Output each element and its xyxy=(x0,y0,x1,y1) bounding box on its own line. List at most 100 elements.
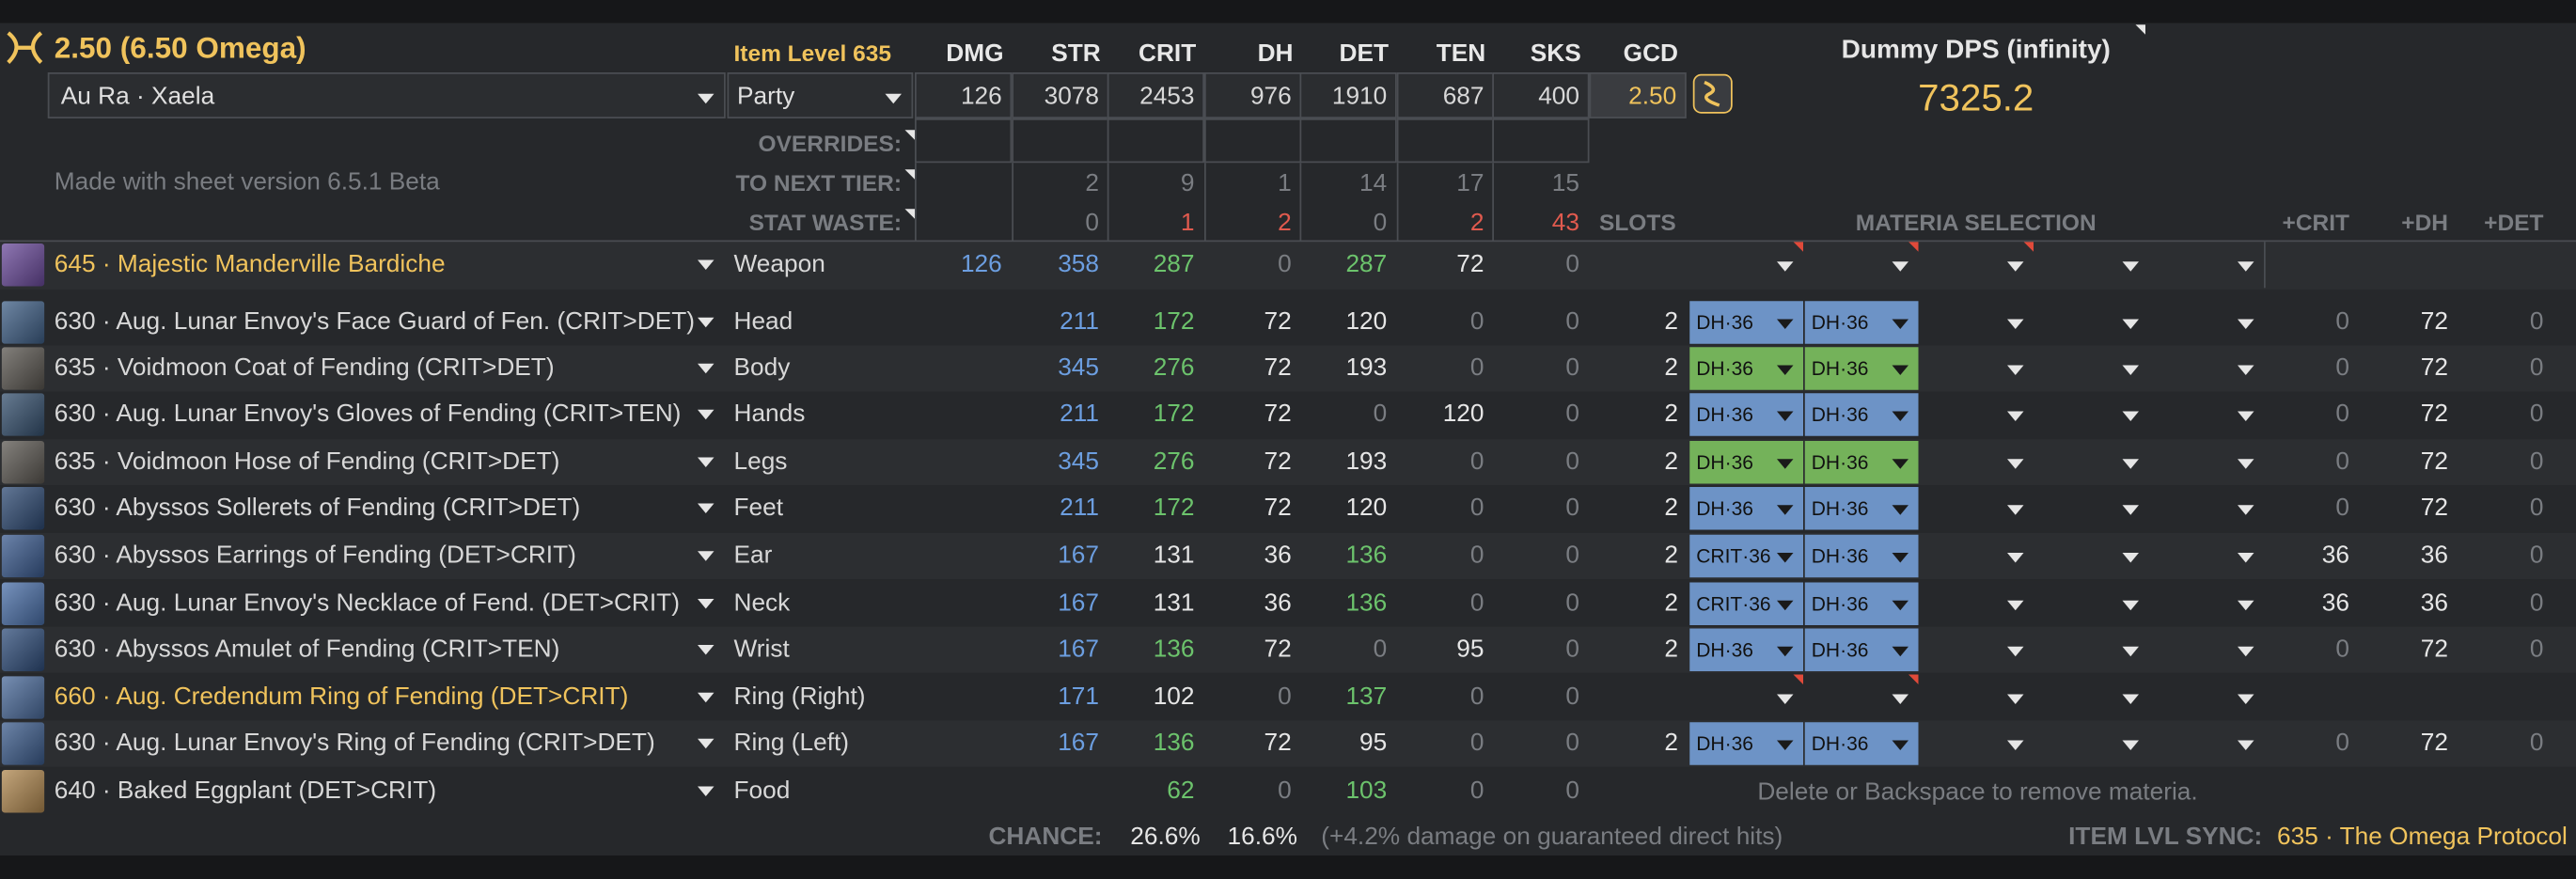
gear-select-dropdown[interactable] xyxy=(625,346,728,392)
materia-select-empty[interactable] xyxy=(2035,393,2149,436)
gear-icon xyxy=(1,582,45,625)
materia-select-empty[interactable] xyxy=(2035,722,2149,765)
party-select[interactable]: Party xyxy=(727,72,914,118)
materia-select-empty[interactable] xyxy=(2150,441,2264,484)
materia-value: DH·36 xyxy=(1811,496,1869,521)
materia-select-empty[interactable] xyxy=(1689,676,1803,719)
gear-select-dropdown[interactable] xyxy=(625,439,728,485)
materia-select-empty[interactable] xyxy=(1920,722,2034,765)
materia-select-empty[interactable] xyxy=(2035,535,2149,578)
materia-select[interactable]: DH·36 xyxy=(1804,534,1919,578)
stat-sks: 0 xyxy=(1565,729,1579,757)
gear-select-dropdown[interactable] xyxy=(625,242,728,288)
materia-select[interactable]: DH·36 xyxy=(1689,487,1803,530)
chevron-down-icon xyxy=(698,645,715,655)
chevron-down-icon xyxy=(1777,365,1794,375)
materia-select-empty[interactable] xyxy=(2150,722,2264,765)
gear-select-dropdown[interactable] xyxy=(625,392,728,438)
materia-select-empty[interactable] xyxy=(1920,393,2034,436)
stat-det: 137 xyxy=(1345,683,1388,711)
gear-select-dropdown[interactable] xyxy=(625,721,728,767)
chevron-down-icon xyxy=(2007,319,2024,329)
materia-select-empty[interactable] xyxy=(2150,347,2264,390)
materia-select-empty[interactable] xyxy=(2150,393,2264,436)
gear-row: 640 · Baked Eggplant (DET>CRIT) Food 62 0 10… xyxy=(0,768,2576,815)
materia-select-empty[interactable] xyxy=(2035,441,2149,484)
materia-select-empty[interactable] xyxy=(2035,676,2149,719)
materia-select-empty[interactable] xyxy=(2035,243,2149,287)
materia-select[interactable]: DH·36 xyxy=(1689,347,1803,390)
override-input-sks[interactable] xyxy=(1492,118,1590,164)
materia-select-empty[interactable] xyxy=(1920,676,2034,719)
chevron-down-icon xyxy=(1892,411,1908,421)
to-next-tier-value: 14 xyxy=(1359,169,1388,197)
materia-select-empty[interactable] xyxy=(2035,301,2149,344)
materia-select[interactable]: DH·36 xyxy=(1689,301,1803,344)
note-marker xyxy=(904,209,915,219)
materia-select[interactable]: DH·36 xyxy=(1689,441,1803,484)
materia-select-empty[interactable] xyxy=(1920,301,2034,344)
materia-select-empty[interactable] xyxy=(1920,583,2034,626)
gear-select-dropdown[interactable] xyxy=(625,300,728,346)
gear-name: 630 · Aug. Lunar Envoy's Necklace of Fen… xyxy=(54,589,680,618)
materia-select[interactable]: DH·36 xyxy=(1804,301,1919,344)
materia-select-empty[interactable] xyxy=(2150,535,2264,578)
materia-select[interactable]: DH·36 xyxy=(1804,441,1919,484)
materia-select[interactable]: DH·36 xyxy=(1804,628,1919,671)
gcd-toggle-icon[interactable] xyxy=(1692,73,1733,114)
materia-select-empty[interactable] xyxy=(1805,676,1919,719)
materia-select-empty[interactable] xyxy=(2150,629,2264,672)
materia-slot-count: 2 xyxy=(1664,589,1678,618)
materia-select-empty[interactable] xyxy=(1920,347,2034,390)
materia-select[interactable]: DH·36 xyxy=(1804,582,1919,625)
materia-select-empty[interactable] xyxy=(2150,676,2264,719)
gear-select-dropdown[interactable] xyxy=(625,533,728,579)
override-input-dmg[interactable] xyxy=(915,118,1013,164)
gear-select-dropdown[interactable] xyxy=(625,675,728,721)
materia-select[interactable]: CRIT·36 xyxy=(1689,582,1803,625)
materia-select[interactable]: DH·36 xyxy=(1804,347,1919,390)
divider xyxy=(1299,118,1302,241)
materia-select-empty[interactable] xyxy=(2150,583,2264,626)
materia-select-empty[interactable] xyxy=(2035,347,2149,390)
materia-select-empty[interactable] xyxy=(1920,629,2034,672)
materia-select[interactable]: DH·36 xyxy=(1689,393,1803,436)
materia-select-empty[interactable] xyxy=(2035,583,2149,626)
gear-select-dropdown[interactable] xyxy=(625,627,728,673)
override-input-crit[interactable] xyxy=(1107,118,1204,164)
materia-select-empty[interactable] xyxy=(1920,535,2034,578)
materia-select-empty[interactable] xyxy=(1920,441,2034,484)
materia-select-empty[interactable] xyxy=(2035,487,2149,530)
materia-select-empty[interactable] xyxy=(1689,243,1803,287)
materia-select-empty[interactable] xyxy=(2150,301,2264,344)
gear-select-dropdown[interactable] xyxy=(625,485,728,531)
override-input-str[interactable] xyxy=(1012,118,1109,164)
total-gcd[interactable]: 2.50 xyxy=(1589,72,1687,118)
override-input-ten[interactable] xyxy=(1396,118,1494,164)
materia-select-empty[interactable] xyxy=(2150,243,2264,287)
chevron-down-icon xyxy=(1777,411,1794,421)
gear-icon xyxy=(1,347,45,390)
materia-select-empty[interactable] xyxy=(2150,487,2264,530)
materia-select[interactable]: DH·36 xyxy=(1804,487,1919,530)
materia-select-empty[interactable] xyxy=(1920,487,2034,530)
materia-select[interactable]: DH·36 xyxy=(1689,722,1803,765)
materia-bonus-dh: 72 xyxy=(2420,400,2448,428)
materia-select-empty[interactable] xyxy=(2035,629,2149,672)
gear-select-dropdown[interactable] xyxy=(625,768,728,814)
materia-select[interactable]: DH·36 xyxy=(1804,722,1919,765)
override-input-dh[interactable] xyxy=(1204,118,1302,164)
gear-icon xyxy=(1,628,45,671)
materia-select[interactable]: DH·36 xyxy=(1804,393,1919,436)
materia-select-empty[interactable] xyxy=(1805,243,1919,287)
materia-select[interactable]: DH·36 xyxy=(1689,628,1803,671)
materia-select[interactable]: CRIT·36 xyxy=(1689,534,1803,578)
chevron-down-icon xyxy=(2122,319,2139,329)
gear-select-dropdown[interactable] xyxy=(625,581,728,627)
override-input-det[interactable] xyxy=(1299,118,1397,164)
total-crit: 2453 xyxy=(1107,72,1204,118)
materia-select-empty[interactable] xyxy=(1920,243,2034,287)
overrides-label: OVERRIDES: xyxy=(758,130,902,157)
stat-sks: 0 xyxy=(1565,589,1579,618)
race-select[interactable]: Au Ra · Xaela xyxy=(47,72,726,118)
